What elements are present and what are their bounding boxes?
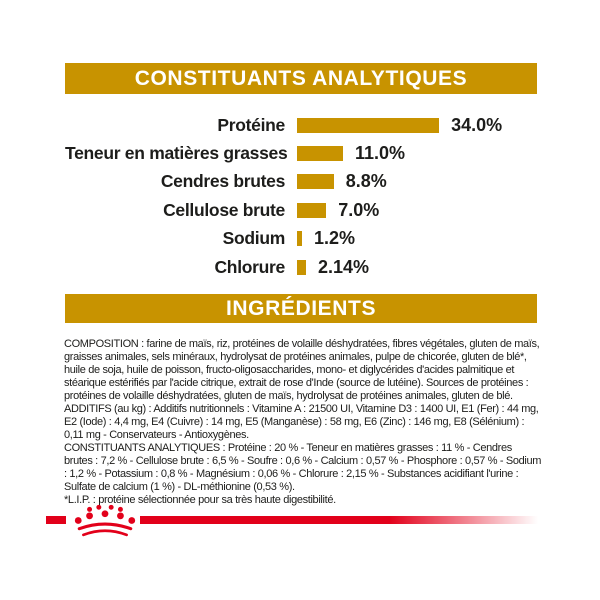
ingredients-title-band: INGRÉDIENTS: [65, 294, 537, 323]
chart-row: Teneur en matières grasses 11.0%: [65, 139, 537, 167]
analytical-constituents-paragraph: CONSTITUANTS ANALYTIQUES : Protéine : 20…: [64, 442, 542, 493]
chart-bar-value: 11.0%: [354, 143, 406, 164]
chart-bar: [297, 174, 334, 190]
logo-left-dash: [46, 516, 66, 524]
chart-bar-value: 34.0%: [451, 114, 503, 135]
royal-canin-crown-icon: [74, 504, 136, 537]
chart-bar-value: 2.14%: [317, 256, 369, 277]
chart-row: Chlorure 2.14%: [65, 253, 537, 281]
analytical-constituents-title-band: CONSTITUANTS ANALYTIQUES: [65, 63, 537, 94]
chart-row-label: Chlorure: [214, 256, 285, 277]
chart-row-label: Teneur en matières grasses: [65, 143, 288, 164]
ingredients-text-block: COMPOSITION : farine de maïs, riz, proté…: [64, 338, 542, 507]
chart-bar-value: 1.2%: [314, 228, 356, 249]
lip-note-paragraph: *L.I.P. : protéine sélectionnée pour sa …: [64, 494, 336, 506]
chart-row: Sodium 1.2%: [65, 225, 537, 253]
composition-paragraph: COMPOSITION : farine de maïs, riz, proté…: [64, 338, 540, 402]
chart-row-label: Sodium: [222, 228, 286, 249]
chart-bar: [297, 117, 440, 133]
chart-row: Cellulose brute 7.0%: [65, 196, 537, 224]
chart-row-label: Protéine: [217, 114, 285, 135]
chart-row-label: Cellulose brute: [163, 199, 285, 220]
additives-paragraph: ADDITIFS (au kg) : Additifs nutritionnel…: [64, 403, 539, 441]
chart-bar: [297, 231, 303, 247]
chart-bar: [297, 146, 343, 162]
chart-row-label: Cendres brutes: [160, 171, 285, 192]
chart-row: Protéine 34.0%: [65, 111, 537, 139]
chart-bar: [297, 202, 327, 218]
bar-chart: Protéine 34.0% Teneur en matières grasses 1…: [65, 111, 537, 281]
chart-bar-value: 7.0%: [338, 199, 380, 220]
chart-row: Cendres brutes 8.8%: [65, 168, 537, 196]
chart-bar-value: 8.8%: [345, 171, 387, 192]
red-stripe: [140, 516, 542, 524]
chart-bar: [297, 259, 306, 275]
